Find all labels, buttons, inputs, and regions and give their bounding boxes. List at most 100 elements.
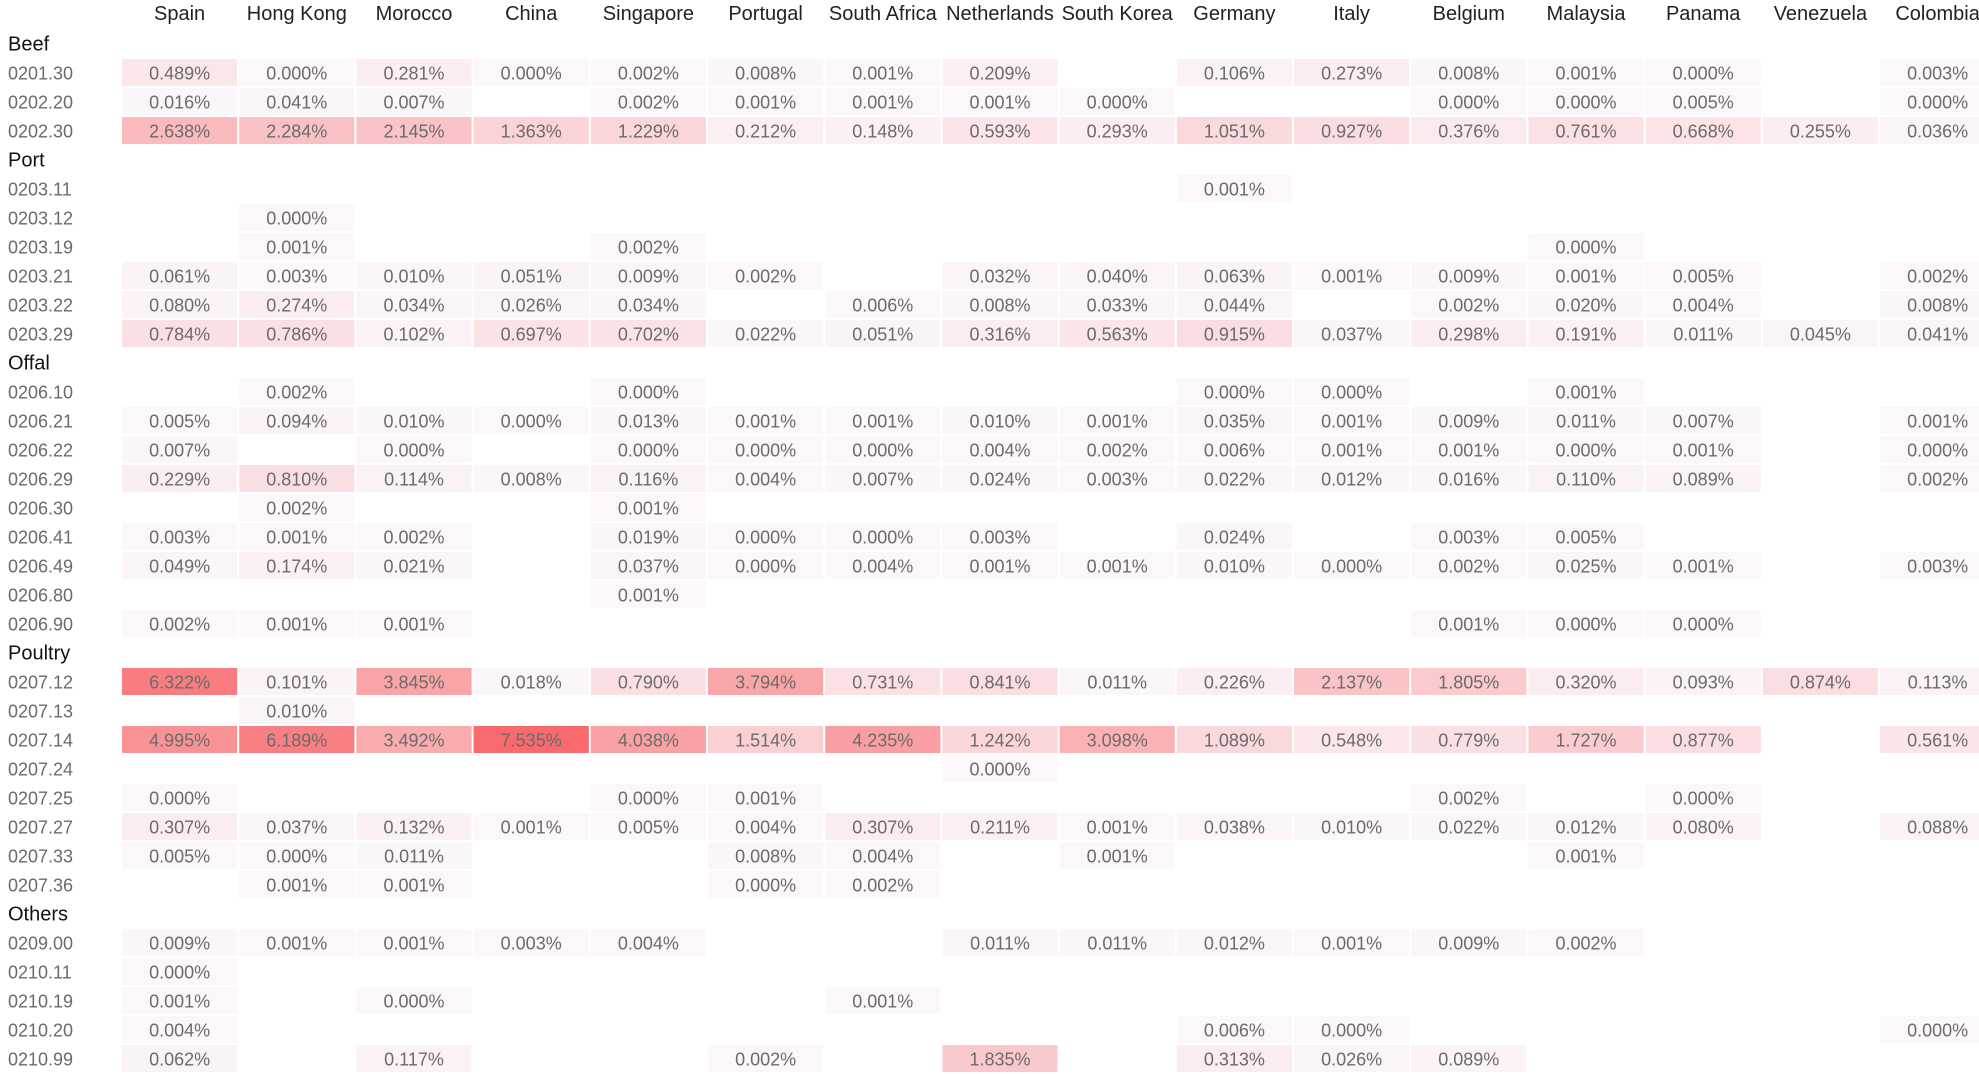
heatmap-cell xyxy=(239,291,355,318)
cell-value-label: 0.005% xyxy=(1673,93,1734,113)
heatmap-cell xyxy=(1645,668,1761,695)
cell-value-label: 0.927% xyxy=(1321,122,1382,142)
heatmap-cell xyxy=(1528,59,1644,86)
cell-value-label: 0.174% xyxy=(266,557,327,577)
cell-value-label: 0.094% xyxy=(266,412,327,432)
heatmap-cell xyxy=(239,842,355,869)
cell-value-label: 0.008% xyxy=(1438,64,1499,84)
cell-value-label: 0.316% xyxy=(969,325,1030,345)
cell-value-label: 2.284% xyxy=(266,122,327,142)
cell-value-label: 0.000% xyxy=(1673,789,1734,809)
heatmap-cell xyxy=(1645,610,1761,637)
cell-value-label: 0.132% xyxy=(383,818,444,838)
cell-value-label: 0.001% xyxy=(969,93,1030,113)
heatmap-cell xyxy=(1645,784,1761,811)
cell-value-label: 0.004% xyxy=(735,470,796,490)
cell-value-label: 1.089% xyxy=(1204,731,1265,751)
heatmap-cell xyxy=(122,407,238,434)
cell-value-label: 0.037% xyxy=(618,557,679,577)
cell-value-label: 0.004% xyxy=(852,847,913,867)
heatmap-cell xyxy=(356,610,472,637)
heatmap-cell xyxy=(1294,726,1410,753)
heatmap-cell xyxy=(1880,1016,1979,1043)
cell-value-label: 0.001% xyxy=(1673,557,1734,577)
cell-value-label: 0.313% xyxy=(1204,1050,1265,1070)
column-header: Panama xyxy=(1666,3,1741,25)
cell-value-label: 0.000% xyxy=(383,992,444,1012)
heatmap-cell xyxy=(1059,436,1175,463)
cell-value-label: 1.727% xyxy=(1555,731,1616,751)
heatmap-cell xyxy=(239,204,355,231)
heatmap-cell xyxy=(473,262,589,289)
cell-value-label: 0.011% xyxy=(970,934,1030,954)
heatmap-cell xyxy=(356,1045,472,1072)
heatmap-cell xyxy=(942,1045,1058,1072)
cell-value-label: 0.001% xyxy=(1555,383,1616,403)
heatmap-cell xyxy=(1645,262,1761,289)
cell-value-label: 0.001% xyxy=(383,934,444,954)
heatmap-cell xyxy=(708,726,824,753)
row-label: 0203.19 xyxy=(8,238,73,258)
cell-value-label: 0.001% xyxy=(618,499,679,519)
cell-value-label: 0.000% xyxy=(735,876,796,896)
heatmap-cell xyxy=(708,842,824,869)
heatmap-cell xyxy=(825,407,941,434)
cell-value-label: 0.089% xyxy=(1673,470,1734,490)
heatmap-cell xyxy=(590,233,706,260)
heatmap-cell xyxy=(1411,813,1527,840)
heatmap-cell xyxy=(239,697,355,724)
cell-value-label: 0.080% xyxy=(1673,818,1734,838)
heatmap-cell xyxy=(590,726,706,753)
heatmap-cell xyxy=(708,668,824,695)
cell-value-label: 1.229% xyxy=(618,122,679,142)
cell-value-label: 0.000% xyxy=(1321,383,1382,403)
heatmap-cell xyxy=(122,59,238,86)
row-label: 0203.29 xyxy=(8,325,73,345)
cell-value-label: 0.005% xyxy=(1673,267,1734,287)
cell-value-label: 0.001% xyxy=(266,876,327,896)
heatmap-cell xyxy=(825,726,941,753)
row-label: 0206.49 xyxy=(8,557,73,577)
heatmap-cell xyxy=(1294,552,1410,579)
heatmap-cell xyxy=(1294,378,1410,405)
cell-value-label: 0.001% xyxy=(969,557,1030,577)
heatmap-cell xyxy=(708,59,824,86)
cell-value-label: 0.002% xyxy=(1555,934,1616,954)
heatmap-cell xyxy=(122,436,238,463)
heatmap-cell xyxy=(473,320,589,347)
cell-value-label: 0.010% xyxy=(383,412,444,432)
cell-value-label: 2.137% xyxy=(1321,673,1382,693)
heatmap-cell xyxy=(1176,436,1292,463)
cell-value-label: 0.000% xyxy=(969,760,1030,780)
cell-value-label: 0.117% xyxy=(384,1050,444,1070)
heatmap-cell xyxy=(1176,813,1292,840)
heatmap-cell xyxy=(1645,320,1761,347)
cell-value-label: 0.003% xyxy=(501,934,562,954)
cell-value-label: 0.010% xyxy=(383,267,444,287)
heatmap-cell xyxy=(1528,291,1644,318)
cell-value-label: 0.004% xyxy=(969,441,1030,461)
column-header: Hong Kong xyxy=(247,3,347,25)
cell-value-label: 0.548% xyxy=(1321,731,1382,751)
row-label: 0201.30 xyxy=(8,64,73,84)
cell-value-label: 0.281% xyxy=(383,64,444,84)
heatmap-cell xyxy=(239,320,355,347)
cell-value-label: 0.001% xyxy=(266,615,327,635)
cell-value-label: 0.038% xyxy=(1204,818,1265,838)
heatmap-cell xyxy=(1411,436,1527,463)
cell-value-label: 4.235% xyxy=(852,731,913,751)
heatmap-cell xyxy=(942,291,1058,318)
heatmap-cell xyxy=(825,987,941,1014)
cell-value-label: 0.080% xyxy=(149,296,210,316)
row-label: 0206.41 xyxy=(8,528,73,548)
heatmap-cell xyxy=(942,262,1058,289)
heatmap-cell xyxy=(590,117,706,144)
cell-value-label: 0.841% xyxy=(969,673,1030,693)
cell-value-label: 0.004% xyxy=(852,557,913,577)
cell-value-label: 0.088% xyxy=(1907,818,1968,838)
cell-value-label: 0.148% xyxy=(852,122,913,142)
cell-value-label: 4.995% xyxy=(149,731,210,751)
cell-value-label: 0.000% xyxy=(735,528,796,548)
heatmap-cell xyxy=(356,668,472,695)
heatmap-cell xyxy=(1294,436,1410,463)
